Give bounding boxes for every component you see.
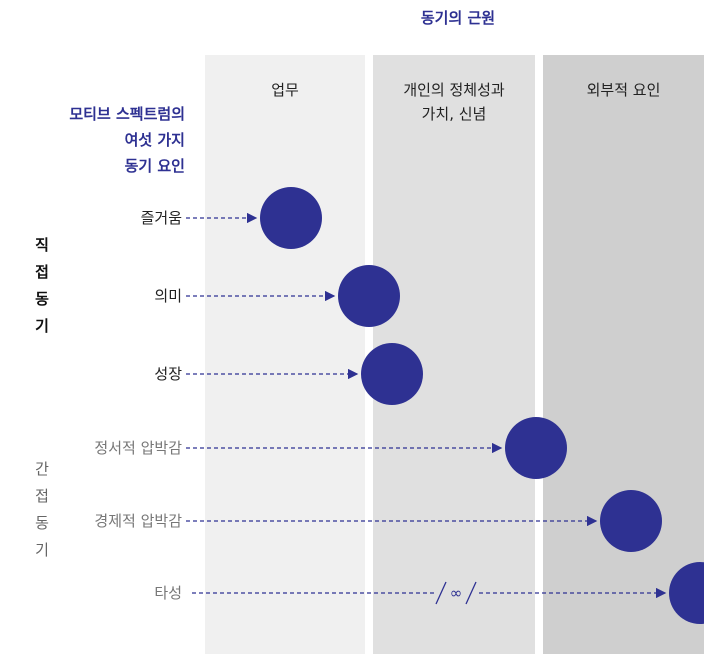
- row-label: 의미: [154, 287, 182, 305]
- title-line: 여섯 가지: [124, 131, 185, 149]
- break-slash: [465, 581, 477, 605]
- break-bg: [434, 582, 478, 604]
- title-line: 모티브 스펙트럼의: [69, 105, 185, 123]
- break-slash: [435, 581, 447, 605]
- circle: [361, 343, 423, 405]
- arrows: [186, 212, 667, 599]
- header-line: 가치, 신념: [421, 105, 487, 123]
- row-label: 즐거움: [140, 209, 182, 227]
- column-bg: [205, 55, 365, 654]
- header-line: 개인의 정체성과: [403, 81, 505, 99]
- circle: [505, 417, 567, 479]
- header-line: 외부적 요인: [586, 81, 661, 99]
- column-header: 외부적 요인: [543, 78, 704, 102]
- circle: [338, 265, 400, 327]
- circle: [260, 187, 322, 249]
- group-label: 간접동기: [35, 460, 49, 559]
- row-label: 정서적 압박감: [94, 439, 182, 457]
- row-label: 성장: [154, 365, 182, 383]
- group-label: 직접동기: [35, 236, 49, 335]
- row-label: 경제적 압박감: [94, 512, 182, 530]
- title-line: 동기 요인: [124, 157, 185, 175]
- title: 동기의 근원: [420, 9, 496, 27]
- row-label: 타성: [154, 584, 182, 602]
- circles: [260, 187, 704, 624]
- column-header: 업무: [205, 78, 365, 102]
- circle: [669, 562, 704, 624]
- circle: [600, 490, 662, 552]
- infinity: ∞: [449, 584, 463, 602]
- spectrum-title: 모티브 스펙트럼의 여섯 가지 동기 요인: [0, 101, 185, 179]
- header-line: 업무: [271, 81, 299, 99]
- column-bg: [543, 55, 704, 654]
